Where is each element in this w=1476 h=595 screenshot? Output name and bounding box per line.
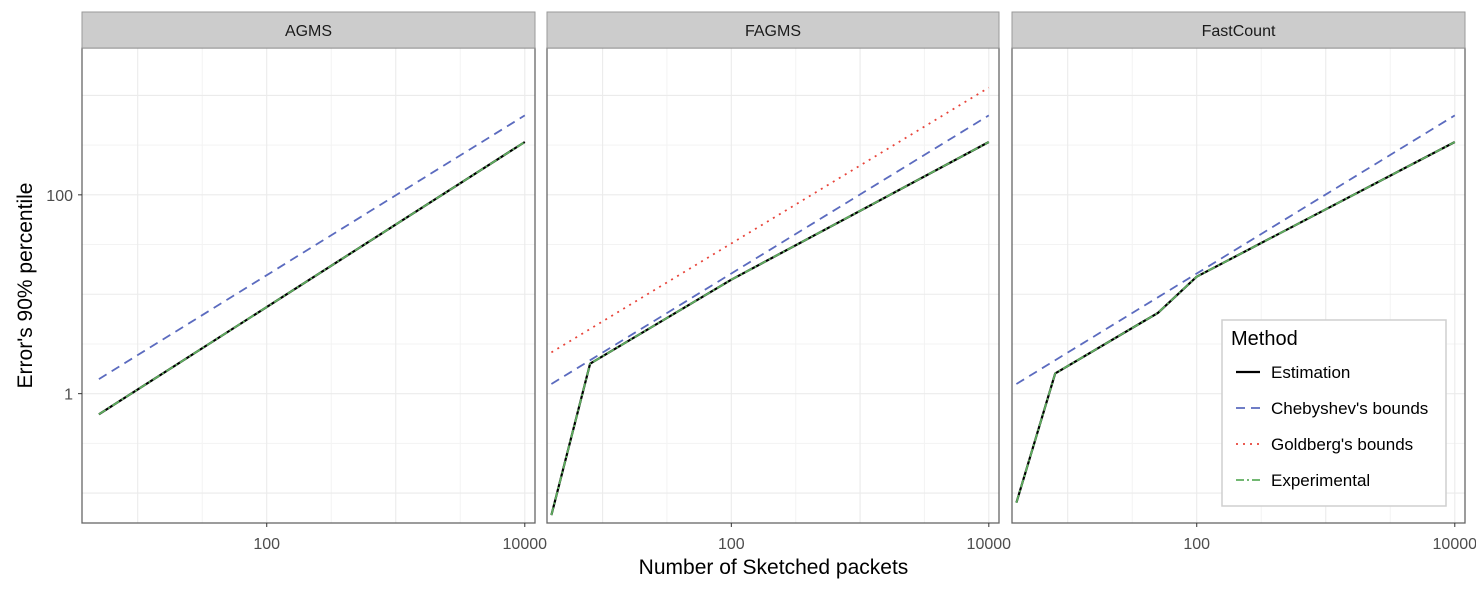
y-tick-label: 100 bbox=[46, 188, 73, 205]
x-tick-label: 100 bbox=[718, 536, 745, 553]
y-axis-title: Error's 90% percentile bbox=[14, 183, 37, 389]
legend-entry-label: Chebyshev's bounds bbox=[1271, 399, 1428, 418]
y-tick-label: 1 bbox=[64, 387, 73, 404]
x-tick-label: 10000 bbox=[503, 536, 548, 553]
facet-strip-label: AGMS bbox=[285, 23, 332, 40]
x-tick-label: 100 bbox=[253, 536, 280, 553]
legend-entry-label: Experimental bbox=[1271, 471, 1370, 490]
x-axis-title: Number of Sketched packets bbox=[639, 556, 909, 579]
panel-background bbox=[547, 48, 999, 523]
facet-strip-label: FastCount bbox=[1202, 23, 1276, 40]
x-tick-label: 10000 bbox=[1433, 536, 1476, 553]
legend-entry-label: Estimation bbox=[1271, 363, 1350, 382]
x-tick-label: 100 bbox=[1183, 536, 1210, 553]
x-tick-label: 10000 bbox=[967, 536, 1012, 553]
legend-title: Method bbox=[1231, 328, 1298, 350]
legend-entry-label: Goldberg's bounds bbox=[1271, 435, 1413, 454]
facet-strip-label: FAGMS bbox=[745, 23, 801, 40]
panel-background bbox=[82, 48, 535, 523]
